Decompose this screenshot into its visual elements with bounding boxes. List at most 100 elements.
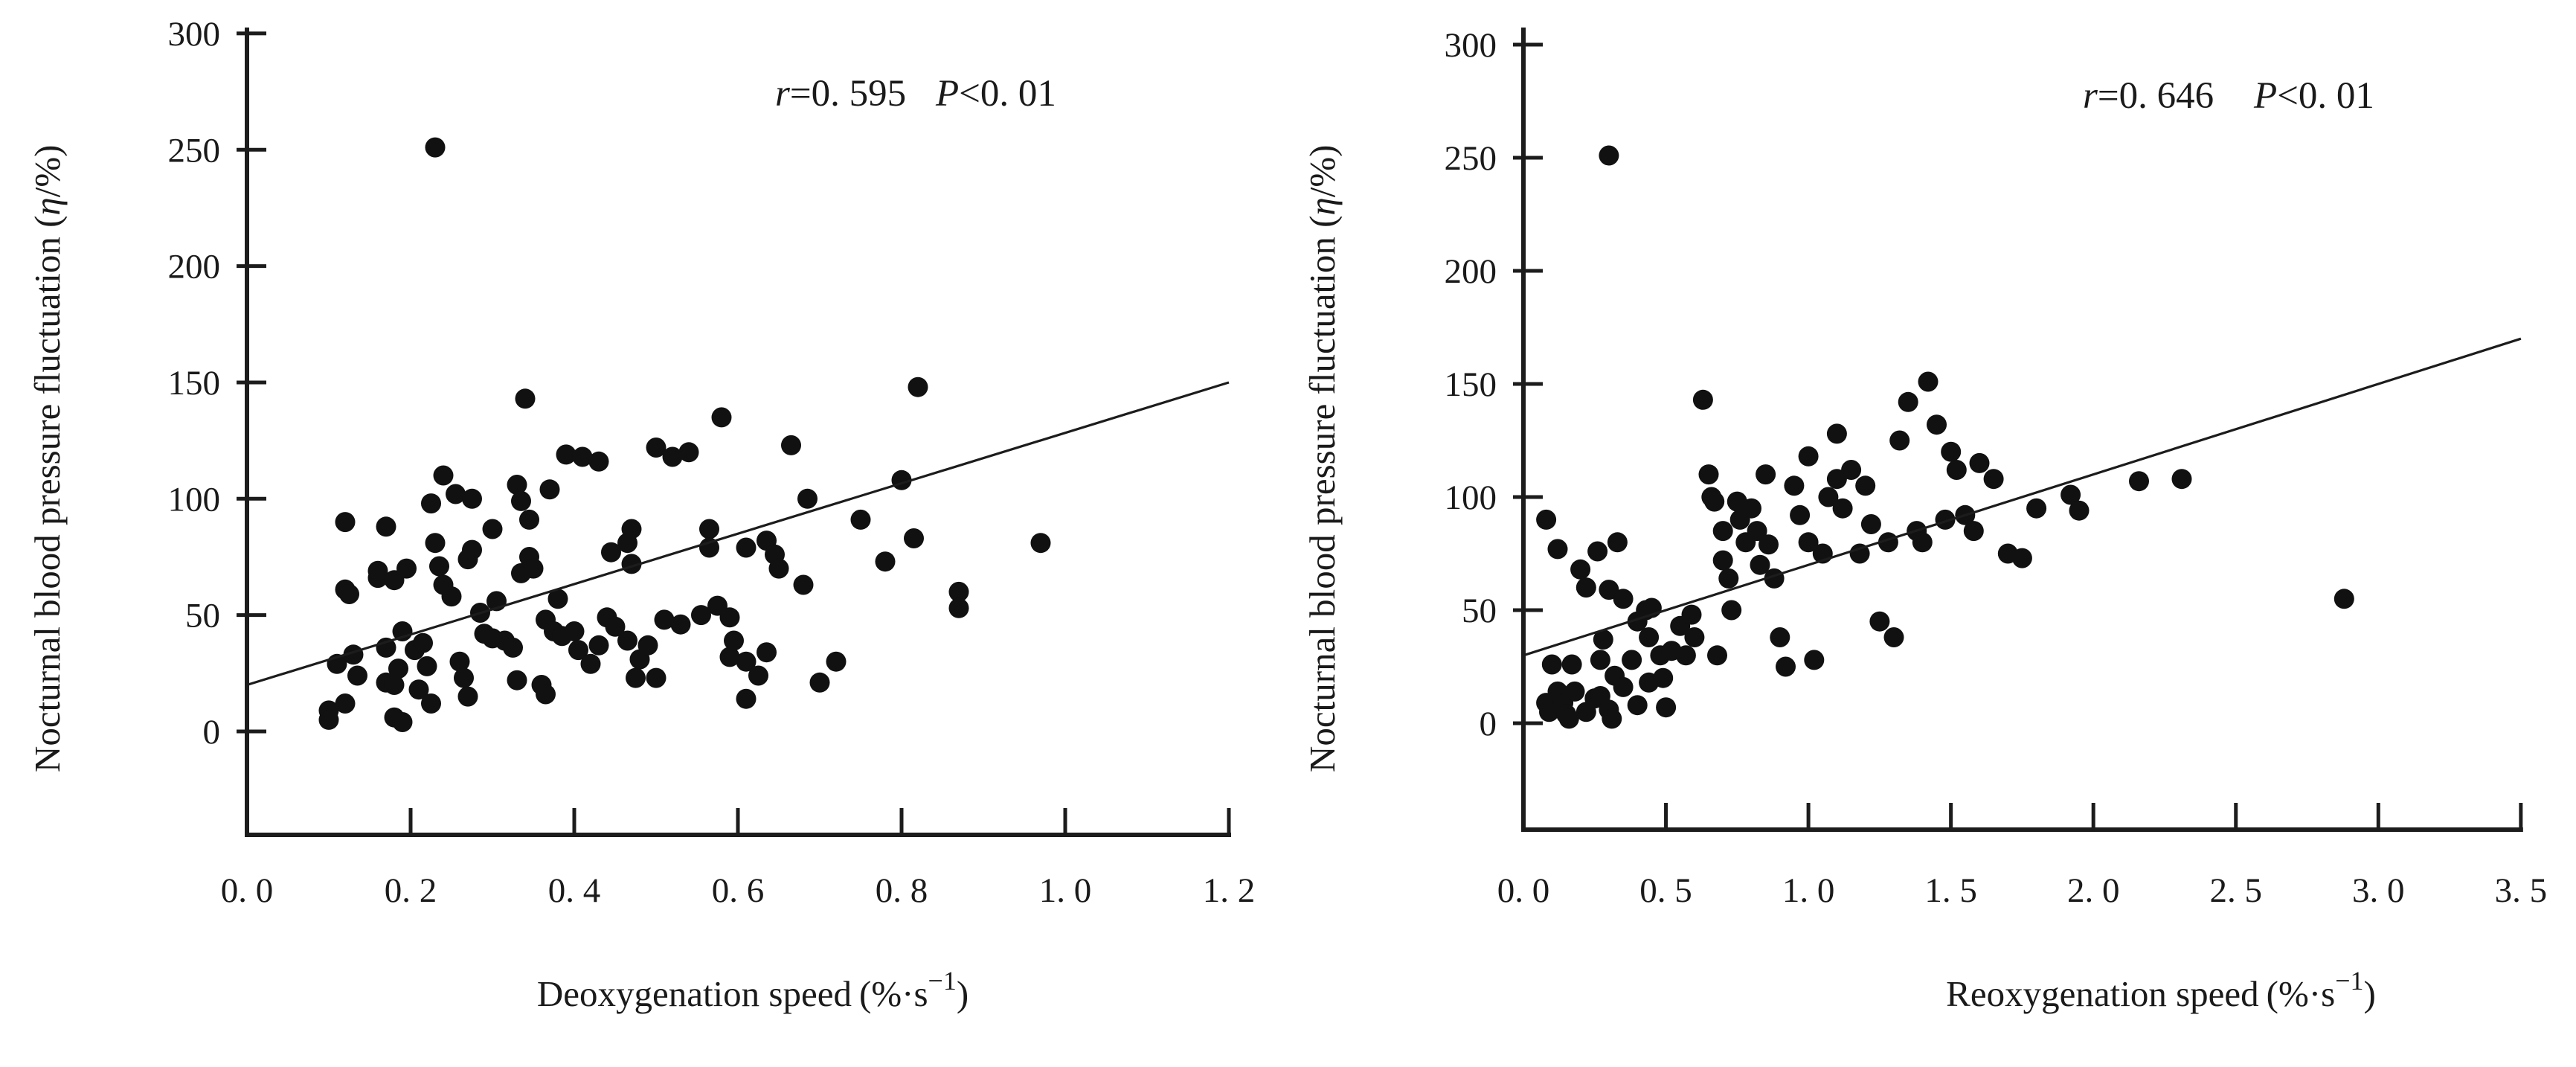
data-point bbox=[539, 479, 560, 500]
data-point bbox=[1826, 423, 1847, 444]
y-tick-label: 250 bbox=[1445, 139, 1497, 178]
data-point bbox=[1587, 541, 1608, 562]
data-point bbox=[626, 667, 646, 688]
data-point bbox=[1704, 491, 1725, 512]
data-point bbox=[1770, 627, 1790, 647]
data-point bbox=[1776, 656, 1796, 677]
data-point bbox=[662, 446, 683, 467]
data-point bbox=[462, 539, 482, 560]
data-point bbox=[1798, 446, 1819, 467]
data-point bbox=[1599, 580, 1619, 600]
right-scatter-panel: 0. 0 0. 5 1. 0 1. 5 2. 0 2. 5 3. 0 3. 5 0 50 100 15… bbox=[1302, 26, 2547, 1014]
data-point bbox=[425, 533, 446, 554]
right-axes: 0. 0 0. 5 1. 0 1. 5 2. 0 2. 5 3. 0 3. 5 0 50 100 15… bbox=[1445, 26, 2548, 910]
data-point bbox=[1756, 464, 1776, 485]
data-point bbox=[568, 640, 588, 661]
x-tick-label: 1. 2 bbox=[1203, 871, 1256, 910]
data-point bbox=[691, 605, 711, 626]
data-point bbox=[1656, 697, 1677, 718]
data-point bbox=[507, 475, 527, 495]
data-point bbox=[1849, 543, 1870, 564]
data-point bbox=[1639, 627, 1660, 647]
data-point bbox=[1883, 627, 1904, 647]
data-point bbox=[429, 556, 449, 577]
y-tick-label: 100 bbox=[1445, 478, 1497, 517]
data-point bbox=[670, 614, 691, 635]
data-point bbox=[1860, 514, 1881, 534]
data-point bbox=[511, 490, 531, 511]
data-point bbox=[462, 488, 482, 509]
data-point bbox=[1889, 430, 1910, 451]
data-point bbox=[736, 537, 757, 558]
data-point bbox=[1653, 667, 1674, 688]
data-point bbox=[736, 651, 757, 672]
data-point bbox=[408, 679, 429, 700]
data-point bbox=[1599, 145, 1619, 166]
x-tick-label: 0. 4 bbox=[548, 871, 601, 910]
data-point bbox=[384, 675, 405, 695]
data-point bbox=[441, 586, 462, 607]
data-point bbox=[388, 659, 408, 679]
data-point bbox=[503, 637, 523, 658]
data-point bbox=[948, 581, 969, 602]
data-point bbox=[1627, 695, 1648, 716]
data-point bbox=[1758, 534, 1779, 555]
data-point bbox=[572, 446, 593, 467]
right-regression-line bbox=[1523, 337, 2522, 657]
y-tick-label: 200 bbox=[168, 248, 221, 286]
y-tick-label: 150 bbox=[1445, 365, 1497, 404]
data-point bbox=[797, 488, 818, 509]
data-point bbox=[654, 609, 675, 630]
data-point bbox=[1832, 498, 1853, 519]
data-point bbox=[1622, 650, 1642, 670]
data-point bbox=[1855, 475, 1876, 496]
data-point bbox=[446, 484, 466, 504]
data-point bbox=[781, 435, 801, 455]
data-point bbox=[793, 574, 814, 595]
data-point bbox=[601, 542, 621, 563]
data-point bbox=[2334, 589, 2354, 609]
data-point bbox=[588, 635, 609, 656]
data-point bbox=[1698, 464, 1719, 485]
data-point bbox=[1750, 554, 1770, 575]
data-point bbox=[457, 686, 478, 707]
data-point bbox=[1570, 559, 1591, 580]
data-point bbox=[564, 621, 585, 641]
data-point bbox=[1790, 504, 1811, 525]
data-point bbox=[1869, 611, 1890, 632]
data-point bbox=[1963, 521, 1984, 542]
data-point bbox=[908, 377, 928, 397]
data-point bbox=[948, 597, 969, 618]
data-point bbox=[719, 607, 740, 628]
data-point bbox=[421, 493, 441, 514]
data-point bbox=[454, 667, 474, 688]
x-tick-label: 0. 5 bbox=[1639, 871, 1692, 910]
data-point bbox=[850, 509, 871, 530]
data-point bbox=[809, 672, 830, 693]
data-point bbox=[1707, 645, 1727, 666]
data-point bbox=[417, 656, 437, 676]
data-point bbox=[1692, 389, 1713, 410]
data-point bbox=[1030, 533, 1051, 554]
data-point bbox=[392, 712, 413, 732]
data-point bbox=[736, 688, 757, 709]
y-tick-label: 0 bbox=[1480, 705, 1497, 743]
data-point bbox=[1818, 487, 1839, 507]
data-point bbox=[711, 407, 732, 428]
data-point bbox=[519, 509, 539, 530]
y-tick-label: 100 bbox=[168, 480, 221, 519]
data-point bbox=[757, 642, 777, 663]
data-point bbox=[1718, 568, 1739, 589]
data-point bbox=[376, 516, 396, 537]
data-point bbox=[335, 693, 356, 714]
data-point bbox=[1561, 654, 1582, 675]
x-tick-label: 2. 0 bbox=[2067, 871, 2120, 910]
y-tick-label: 300 bbox=[1445, 26, 1497, 65]
data-point bbox=[1712, 521, 1733, 542]
y-tick-label: 50 bbox=[1462, 592, 1497, 630]
data-point bbox=[768, 558, 789, 579]
data-point bbox=[367, 560, 388, 581]
data-point bbox=[482, 519, 503, 539]
data-point bbox=[617, 630, 637, 651]
